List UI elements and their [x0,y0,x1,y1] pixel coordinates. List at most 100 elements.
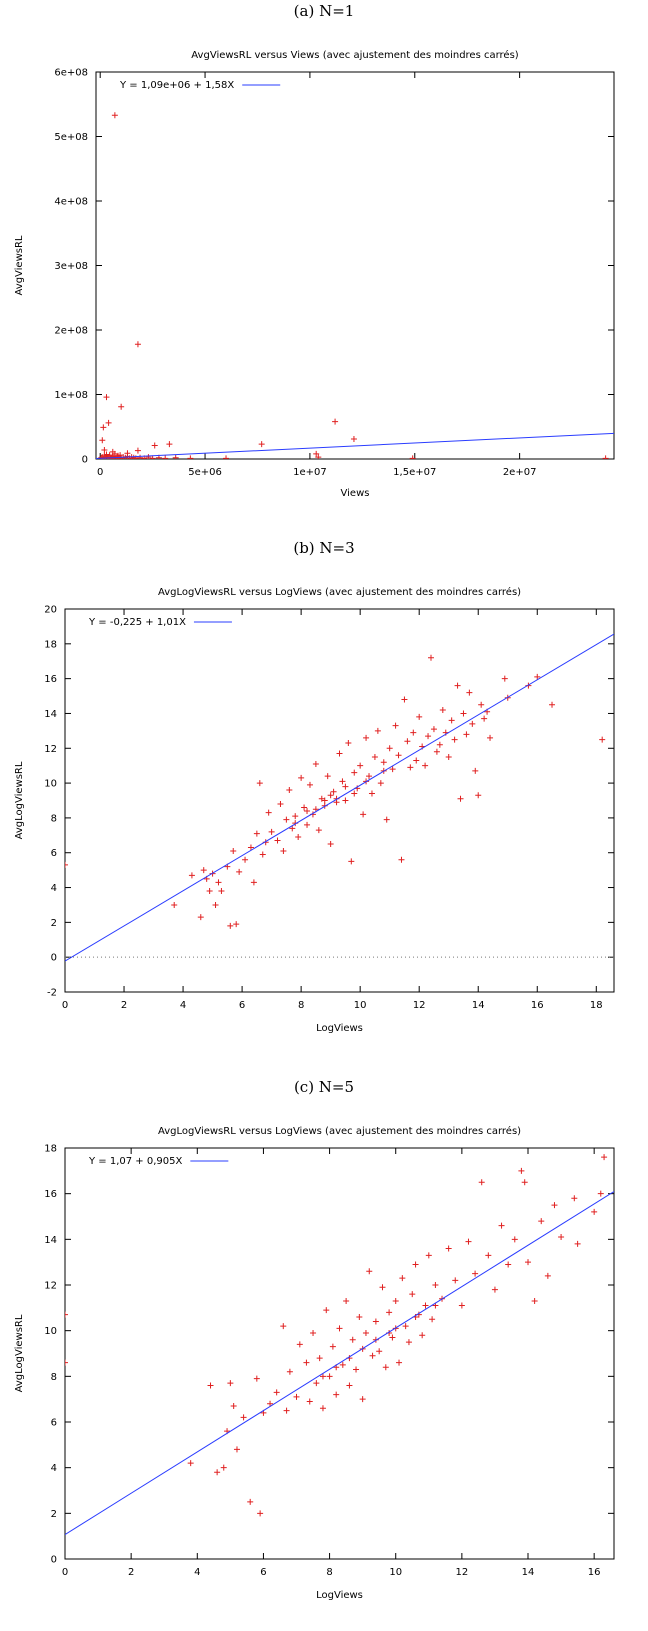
data-point [306,1398,313,1405]
data-point [342,797,349,804]
data-point [457,795,464,802]
x-axis-label: LogViews [316,1590,363,1601]
data-point [230,1403,237,1410]
data-point [392,722,399,729]
data-point [306,781,313,788]
data-point [304,807,311,814]
chart-title: AvgLogViewsRL versus LogViews (avec ajus… [158,1125,521,1137]
data-point [259,851,266,858]
y-tick-label: 14 [44,1235,57,1246]
data-point [351,769,358,776]
data-point [212,901,219,908]
data-point [360,811,367,818]
data-point [283,816,290,823]
y-tick-label: 18 [44,639,57,650]
data-point [538,1218,545,1225]
data-point [319,1405,326,1412]
data-point [187,455,194,459]
data-point [333,1391,340,1398]
data-point [498,1222,505,1229]
x-tick-label: 12 [456,1567,469,1578]
data-point [425,1252,432,1259]
y-tick-label: 8 [51,1372,57,1383]
data-point [544,1272,551,1279]
data-points [65,1154,614,1535]
data-point [230,847,237,854]
data-point [257,1510,264,1517]
data-point [188,872,195,879]
x-tick-label: 2 [128,1567,134,1578]
legend-label: Y = 1,07 + 0,905X [88,1156,182,1167]
data-point [200,867,207,874]
data-point [330,788,337,795]
data-point [336,750,343,757]
data-point [425,733,432,740]
data-point [602,455,609,459]
data-point [597,1190,604,1197]
data-point [233,921,240,928]
x-tick-label: 2 [121,1000,127,1011]
x-tick-label: 4 [194,1567,200,1578]
data-point [100,424,107,431]
data-point [472,767,479,774]
data-point [99,437,106,444]
y-tick-label: 10 [44,1326,57,1337]
data-points [65,633,614,962]
data-point [253,830,260,837]
y-tick-label: 6 [51,1418,57,1429]
data-point [223,455,230,459]
data-point [460,710,467,717]
data-point [171,901,178,908]
y-tick-label: 12 [44,1281,57,1292]
data-point [274,837,281,844]
data-point [137,454,144,459]
data-point [151,442,158,449]
data-point [339,1361,346,1368]
data-point [448,717,455,724]
x-tick-label: 10 [354,1000,367,1011]
x-tick-label: 8 [326,1567,332,1578]
data-point [268,828,275,835]
data-point [357,762,364,769]
scatter-chart-n3: AvgLogViewsRL versus LogViews (avec ajus… [14,586,615,1034]
y-tick-label: 4e+08 [54,197,88,208]
data-point [214,1469,221,1476]
data-point [505,1261,512,1268]
data-point [111,112,118,119]
data-point [353,1366,360,1373]
x-tick-label: 4 [180,1000,186,1011]
data-point [220,1464,227,1471]
data-point [445,1245,452,1252]
data-point [149,455,156,459]
data-point [465,1238,472,1245]
scatter-chart-n5: AvgLogViewsRL versus LogViews (avec ajus… [14,1125,615,1601]
data-point [342,783,349,790]
data-point [429,1316,436,1323]
data-point [103,394,110,401]
data-point [315,827,322,834]
data-point [472,1270,479,1277]
data-point [478,701,485,708]
data-point [413,757,420,764]
data-point [304,821,311,828]
data-point [227,1380,234,1387]
data-point [485,1252,492,1259]
data-point [549,701,556,708]
data-point [395,752,402,759]
data-point [481,715,488,722]
data-point [101,446,108,453]
data-point [439,706,446,713]
y-tick-label: 20 [44,605,57,616]
data-point [339,778,346,785]
data-point [286,1368,293,1375]
data-point [521,1179,528,1186]
x-tick-label: 0 [62,1567,68,1578]
data-point [296,1341,303,1348]
data-point [416,713,423,720]
data-point [398,856,405,863]
x-tick-label: 6 [239,1000,245,1011]
data-point [65,1359,68,1366]
data-point [166,441,173,448]
data-point [65,861,68,868]
data-point [240,1414,247,1421]
